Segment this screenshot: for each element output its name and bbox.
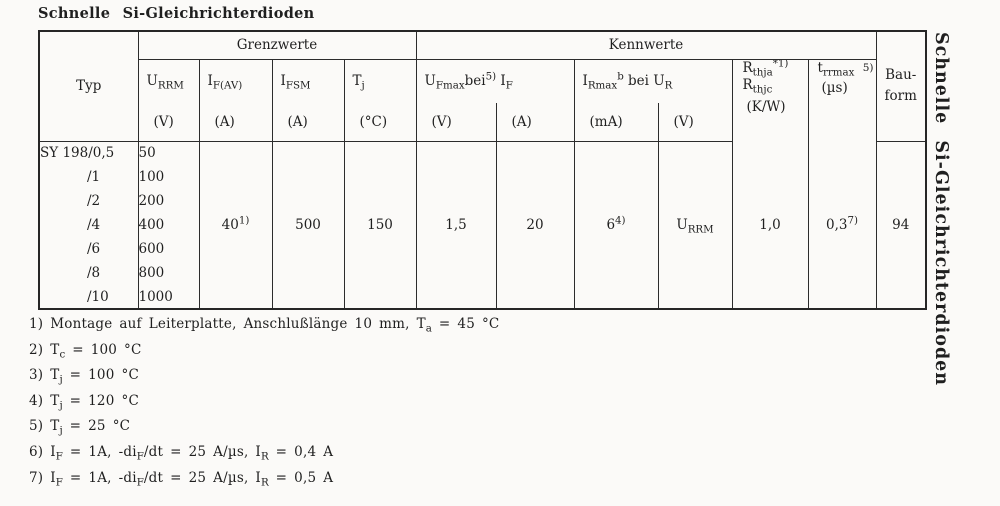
table-row: /8 800 [38, 261, 926, 285]
footnote-4: 4) Tj = 120 °C [29, 392, 139, 412]
cell-urrm: 600 [137, 237, 200, 261]
cell-typ: /1 [38, 165, 139, 189]
bauform-label-line2: form [884, 88, 917, 105]
footnote-2: 2) Tc = 100 °C [29, 341, 142, 361]
cell-ifsm-value: 500 [271, 141, 345, 309]
cell-urrm: 200 [137, 189, 200, 213]
cell-trr-value: 0,37) [807, 141, 877, 309]
cell-typ: SY 198/0,5 [38, 141, 139, 165]
cell-irmax-value: 64) [573, 141, 659, 309]
cell-urrm: 50 [137, 141, 200, 165]
footnote-7: 7) IF = 1A, -diF/dt = 25 A/µs, IR = 0,5 … [29, 469, 334, 489]
col-header-trrmax: 5) trrmax (µs) [807, 58, 877, 141]
table-row: /2 200 [38, 189, 926, 213]
col-header-ufmax-bei-if: UFmaxbei5) IF [415, 58, 575, 103]
cell-rth-value: 1,0 [731, 141, 809, 309]
cell-tj-value: 150 [343, 141, 417, 309]
cell-typ: /2 [38, 189, 139, 213]
cell-urrm: 100 [137, 165, 200, 189]
cell-if-value: 20 [495, 141, 575, 309]
rth-unit: (K/W) [746, 98, 786, 115]
cell-typ: /6 [38, 237, 139, 261]
table-row: /6 600 [38, 237, 926, 261]
rthjc-symbol: Rthjc [742, 77, 773, 96]
col-header-ifav: IF(AV) [198, 58, 273, 103]
table-row: SY 198/0,5 50 401) 500 150 1,5 20 64) UR… [38, 141, 927, 309]
unit-irmax: (mA) [573, 103, 659, 142]
table-header-row-symbols: URRM IF(AV) IFSM Tj UFmaxbei5) IF IRmaxb… [39, 58, 926, 141]
trrmax-footnote-ref: 5) [862, 61, 874, 74]
unit-ifsm: (A) [271, 103, 345, 142]
footnotes: 1) Montage auf Leiterplatte, Anschlußlän… [29, 316, 499, 495]
col-header-ifsm: IFSM [271, 58, 345, 103]
table-row: /1 100 [38, 165, 926, 189]
unit-ufmax: (V) [415, 103, 497, 142]
cell-typ: /10 [38, 285, 139, 309]
unit-tj: (°C) [343, 103, 417, 142]
cell-ufmax-value: 1,5 [415, 141, 497, 309]
group-header-grenzwerte: Grenzwerte [137, 30, 417, 60]
bauform-label-line1: Bau- [885, 67, 917, 84]
table-row: /10 1000 [38, 285, 926, 309]
cell-bauform-value: 94 [875, 141, 927, 309]
footnote-1: 1) Montage auf Leiterplatte, Anschlußlän… [29, 316, 500, 335]
unit-if: (A) [495, 103, 575, 142]
table-row: /4 400 [38, 213, 926, 237]
group-header-kennwerte: Kennwerte [415, 30, 877, 60]
trrmax-symbol: trrmax [817, 59, 855, 79]
footnote-3: 3) Tj = 100 °C [29, 367, 139, 386]
cell-ur-value: URRM [657, 141, 733, 309]
trrmax-unit: (µs) [821, 79, 848, 96]
footnote-5: 5) Tj = 25 °C [29, 418, 131, 437]
table-header-row-units: (V) (A) (A) (°C) (V) (A) (mA) (V) [39, 103, 926, 142]
cell-ifav-value: 401) [198, 141, 273, 309]
cell-typ: /8 [38, 261, 139, 285]
cell-urrm: 800 [137, 261, 200, 285]
unit-urrm: (V) [137, 103, 200, 142]
rthja-symbol: Rthja*1) [742, 59, 789, 79]
col-header-typ: Typ [38, 30, 139, 142]
diode-spec-table: Typ Grenzwerte Kennwerte Bau- form URRM … [38, 30, 927, 310]
table-header-row-groups: Typ Grenzwerte Kennwerte Bau- form [38, 30, 927, 142]
footnote-6: 6) IF = 1A, -diF/dt = 25 A/µs, IR = 0,4 … [29, 443, 334, 463]
cell-urrm: 400 [137, 213, 200, 237]
page-title: Schnelle Si-Gleichrichterdioden [38, 5, 315, 22]
unit-ifav: (A) [198, 103, 273, 142]
col-header-urrm: URRM [137, 58, 200, 103]
col-header-irmax-bei-ur: IRmaxb bei UR [573, 58, 733, 103]
side-title-vertical: Schnelle Si-Gleichrichterdioden [931, 32, 951, 387]
cell-typ: /4 [38, 213, 139, 237]
col-header-tj: Tj [343, 58, 417, 103]
col-header-bauform: Bau- form [875, 30, 927, 142]
cell-urrm: 1000 [137, 285, 200, 309]
unit-ur: (V) [657, 103, 733, 142]
col-header-rthja-rthjc: Rthja*1) Rthjc (K/W) [731, 58, 809, 141]
